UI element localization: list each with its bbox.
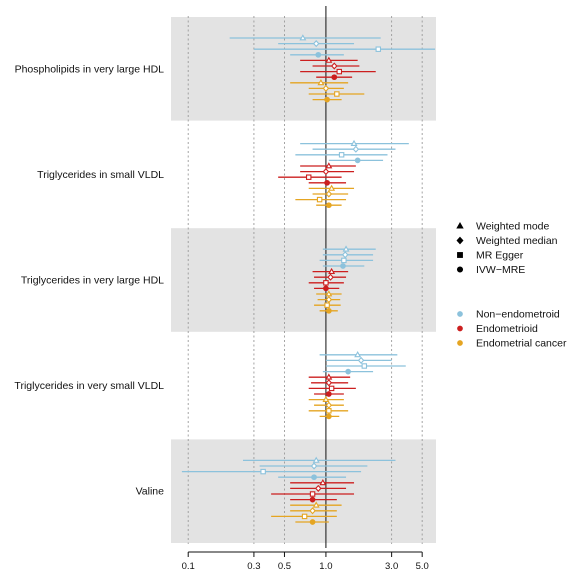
point-square-4-3 [361, 363, 368, 369]
point-triangle-4-1 [354, 351, 362, 358]
point-circle-2-12 [325, 202, 332, 209]
point-diamond-5-6 [314, 484, 322, 492]
legend-method-4: IVW−MRE [476, 264, 525, 276]
point-diamond-4-10 [325, 401, 333, 409]
legend-color-dot-icon-1 [457, 311, 463, 317]
point-triangle-1-5 [325, 56, 333, 63]
x-tick-label-5.0: 5.0 [416, 561, 429, 572]
point-square-4-7 [328, 385, 335, 392]
point-circle-2-4 [354, 157, 361, 164]
point-circle-3-12 [325, 307, 332, 314]
group-bands [171, 17, 436, 543]
y-axis-labels: Phospholipids in very large HDL Triglycer… [14, 63, 164, 497]
point-square-2-11 [316, 196, 323, 203]
legend-diamond-icon [456, 236, 464, 245]
group-estimates-3 [308, 245, 376, 314]
group-estimates-5 [181, 456, 396, 525]
point-triangle-5-1 [312, 456, 320, 463]
point-circle-5-4 [311, 474, 317, 481]
point-square-1-11 [334, 91, 340, 97]
point-circle-3-4 [340, 263, 346, 269]
point-square-1-3 [375, 46, 382, 52]
point-diamond-1-10 [322, 84, 330, 92]
point-circle-4-12 [325, 413, 332, 420]
point-square-5-7 [309, 491, 316, 497]
group-label-4: Triglycerides in very small VLDL [14, 380, 164, 392]
point-square-3-11 [324, 302, 330, 308]
legend-circle-icon [456, 266, 464, 273]
group-estimates-1 [229, 34, 436, 103]
x-axis: 0.1 0.3 0.5 1.0 3.0 5.0 [182, 551, 429, 572]
point-triangle-5-9 [312, 501, 320, 508]
point-circle-4-8 [325, 391, 332, 397]
point-triangle-5-5 [319, 479, 327, 486]
point-circle-4-4 [345, 368, 351, 375]
x-tick-label-3.0: 3.0 [385, 561, 398, 572]
legend-square-icon [457, 252, 463, 258]
legend-outcome-2: Endometrioid [476, 323, 538, 335]
group-estimates-2 [278, 139, 409, 209]
legend-method-3: MR Egger [476, 250, 524, 262]
point-triangle-1-1 [299, 34, 307, 41]
point-triangle-4-9 [322, 395, 330, 402]
group-estimates-4 [308, 351, 406, 420]
point-triangle-3-5 [328, 267, 336, 274]
point-diamond-1-2 [312, 40, 320, 48]
point-square-1-7 [336, 68, 343, 75]
point-square-4-11 [326, 408, 332, 414]
point-diamond-3-6 [327, 273, 334, 281]
point-diamond-4-2 [357, 356, 365, 364]
legend-outcome-3: Endometrial cancer [476, 338, 567, 350]
group-label-1: Phospholipids in very large HDL [15, 63, 165, 75]
group-label-3: Triglycerides in very large HDL [21, 275, 164, 287]
estimate-marks [181, 34, 436, 525]
point-triangle-2-5 [325, 162, 333, 169]
point-diamond-2-2 [352, 145, 360, 153]
point-triangle-3-9 [325, 290, 333, 297]
point-circle-1-12 [324, 96, 330, 103]
point-circle-5-12 [309, 519, 316, 525]
legend-color-dot-icon-2 [457, 325, 463, 332]
legend-outcome-1: Non−endometroid [476, 309, 560, 321]
point-diamond-5-2 [310, 462, 318, 470]
legend: Weighted mode Weighted median MR Egger IVW−… [456, 221, 567, 350]
point-diamond-2-6 [322, 168, 330, 176]
point-square-2-7 [305, 174, 312, 180]
point-circle-5-8 [309, 496, 316, 503]
point-triangle-1-9 [317, 79, 325, 86]
point-circle-1-8 [331, 74, 338, 81]
point-square-3-7 [323, 280, 329, 286]
legend-color-dot-icon-3 [457, 340, 463, 346]
group-band-5 [171, 439, 436, 543]
point-diamond-5-10 [309, 507, 316, 515]
point-circle-2-8 [324, 179, 330, 186]
x-tick-label-0.1: 0.1 [182, 561, 195, 572]
point-diamond-4-6 [325, 379, 333, 387]
point-diamond-3-2 [341, 251, 349, 259]
group-label-5: Valine [136, 486, 165, 498]
point-square-3-3 [341, 257, 347, 264]
point-triangle-4-5 [325, 373, 333, 380]
point-square-5-3 [260, 468, 266, 475]
x-tick-label-1.0: 1.0 [319, 561, 332, 572]
x-tick-label-0.5: 0.5 [278, 561, 291, 572]
point-triangle-2-1 [350, 139, 358, 146]
point-diamond-1-6 [331, 62, 338, 70]
point-square-2-3 [338, 152, 345, 158]
point-circle-3-8 [323, 285, 329, 292]
legend-method-1: Weighted mode [476, 221, 550, 233]
group-label-2: Triglycerides in small VLDL [37, 169, 164, 181]
point-diamond-3-10 [325, 296, 333, 304]
point-circle-1-4 [315, 51, 322, 58]
x-tick-label-0.3: 0.3 [247, 561, 260, 572]
legend-method-2: Weighted median [476, 235, 558, 247]
point-square-5-11 [301, 513, 308, 520]
legend-triangle-icon [456, 222, 464, 229]
point-triangle-3-1 [342, 245, 350, 252]
group-band-1 [171, 17, 436, 121]
point-diamond-2-10 [325, 190, 333, 198]
group-band-3 [171, 228, 436, 332]
point-triangle-2-9 [328, 184, 336, 191]
